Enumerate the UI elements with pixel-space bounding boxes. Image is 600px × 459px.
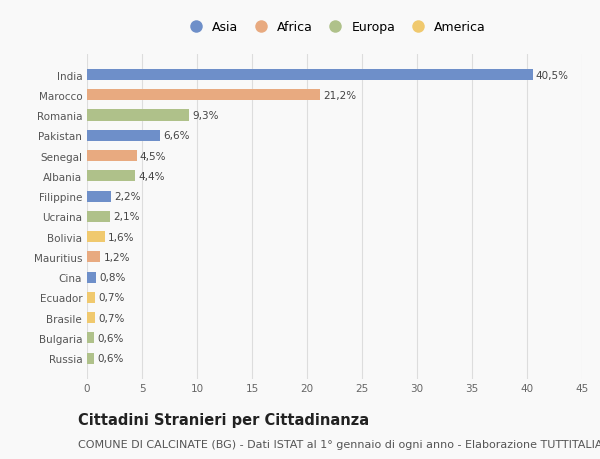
Text: 2,2%: 2,2% xyxy=(115,192,141,202)
Text: 0,8%: 0,8% xyxy=(99,273,125,283)
Bar xyxy=(87,130,160,141)
Bar xyxy=(87,292,95,303)
Bar xyxy=(87,171,136,182)
Text: COMUNE DI CALCINATE (BG) - Dati ISTAT al 1° gennaio di ogni anno - Elaborazione : COMUNE DI CALCINATE (BG) - Dati ISTAT al… xyxy=(78,440,600,449)
Legend: Asia, Africa, Europa, America: Asia, Africa, Europa, America xyxy=(178,16,491,39)
Text: 2,1%: 2,1% xyxy=(113,212,140,222)
Text: 40,5%: 40,5% xyxy=(536,70,569,80)
Text: 0,6%: 0,6% xyxy=(97,353,123,364)
Bar xyxy=(87,211,110,223)
Text: 0,6%: 0,6% xyxy=(97,333,123,343)
Text: Cittadini Stranieri per Cittadinanza: Cittadini Stranieri per Cittadinanza xyxy=(78,413,369,428)
Text: 1,2%: 1,2% xyxy=(104,252,130,262)
Bar xyxy=(87,272,96,283)
Bar xyxy=(87,90,320,101)
Text: 0,7%: 0,7% xyxy=(98,293,124,303)
Text: 21,2%: 21,2% xyxy=(323,90,356,101)
Bar xyxy=(87,333,94,344)
Text: 4,5%: 4,5% xyxy=(140,151,166,161)
Text: 1,6%: 1,6% xyxy=(108,232,134,242)
Bar xyxy=(87,110,190,121)
Text: 0,7%: 0,7% xyxy=(98,313,124,323)
Text: 4,4%: 4,4% xyxy=(139,172,165,181)
Bar xyxy=(87,70,533,81)
Text: 9,3%: 9,3% xyxy=(193,111,219,121)
Bar xyxy=(87,151,137,162)
Bar xyxy=(87,313,95,324)
Text: 6,6%: 6,6% xyxy=(163,131,190,141)
Bar xyxy=(87,231,104,243)
Bar xyxy=(87,191,111,202)
Bar xyxy=(87,252,100,263)
Bar xyxy=(87,353,94,364)
